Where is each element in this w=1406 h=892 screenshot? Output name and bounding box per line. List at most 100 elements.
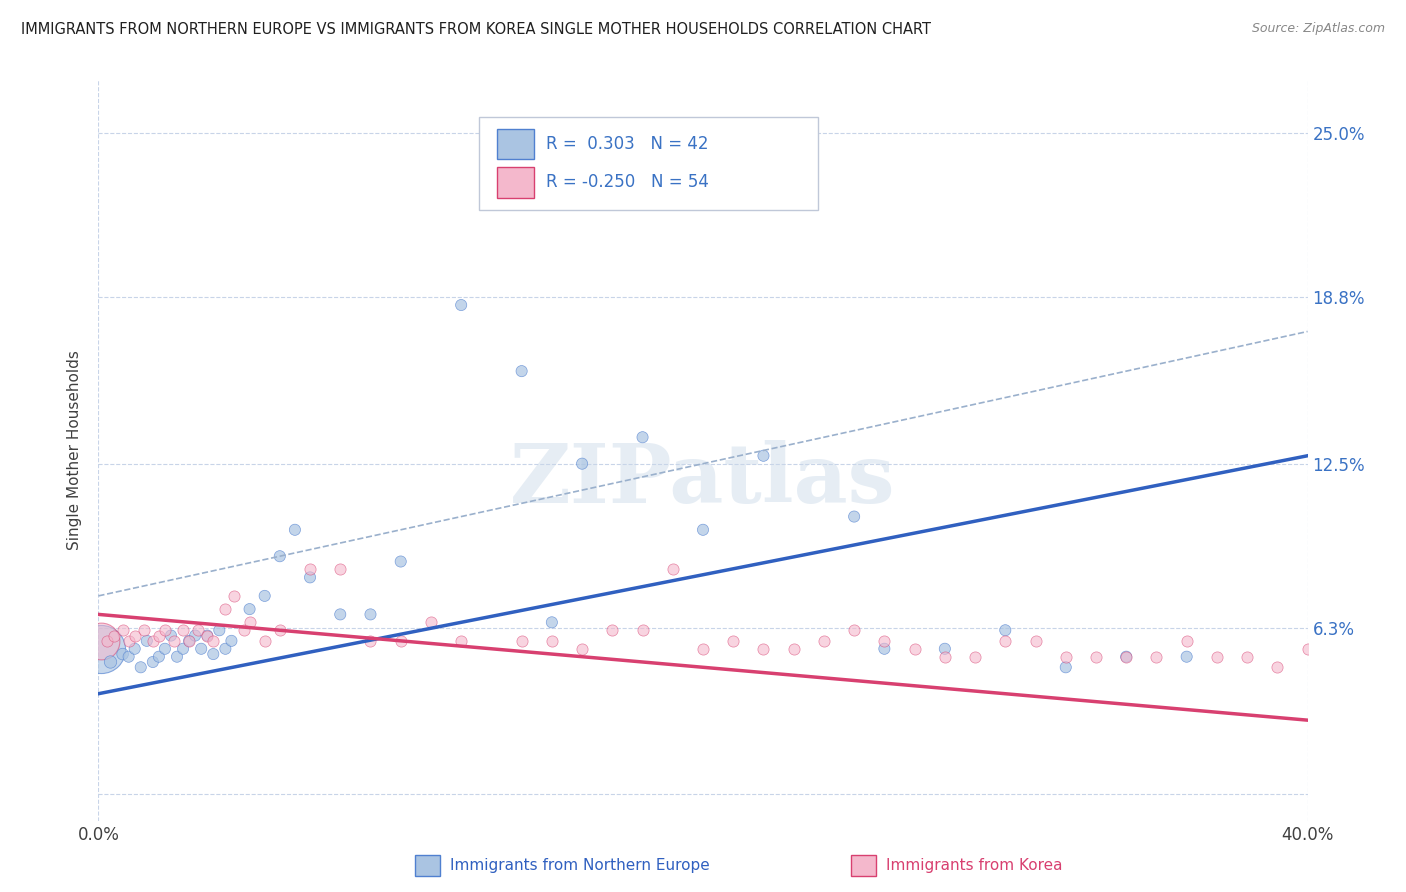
Point	[135, 633, 157, 648]
Point	[1175, 649, 1198, 664]
Point	[153, 624, 176, 638]
Point	[299, 562, 322, 576]
Point	[540, 615, 562, 630]
Point	[571, 457, 593, 471]
Point	[142, 655, 165, 669]
Text: IMMIGRANTS FROM NORTHERN EUROPE VS IMMIGRANTS FROM KOREA SINGLE MOTHER HOUSEHOLD: IMMIGRANTS FROM NORTHERN EUROPE VS IMMIG…	[21, 22, 931, 37]
Point	[844, 624, 866, 638]
Point	[1115, 649, 1137, 664]
Point	[602, 624, 624, 638]
Point	[269, 549, 291, 564]
Text: R = -0.250   N = 54: R = -0.250 N = 54	[546, 173, 709, 191]
Point	[510, 364, 533, 378]
Point	[90, 633, 112, 648]
Point	[179, 633, 201, 648]
Point	[1144, 649, 1167, 664]
Y-axis label: Single Mother Households: Single Mother Households	[67, 351, 83, 550]
Point	[631, 624, 654, 638]
Point	[1296, 641, 1319, 656]
Text: Immigrants from Northern Europe: Immigrants from Northern Europe	[450, 858, 710, 872]
Point	[752, 449, 775, 463]
Point	[269, 624, 291, 638]
Point	[813, 633, 835, 648]
Point	[1175, 633, 1198, 648]
Point	[329, 607, 352, 622]
Point	[934, 649, 956, 664]
Text: ZIPatlas: ZIPatlas	[510, 440, 896, 520]
Point	[1024, 633, 1046, 648]
Point	[111, 624, 134, 638]
Point	[389, 633, 412, 648]
Point	[904, 641, 927, 656]
Point	[232, 624, 254, 638]
FancyBboxPatch shape	[498, 167, 534, 198]
Point	[723, 633, 745, 648]
Point	[103, 629, 125, 643]
Point	[111, 647, 134, 661]
FancyBboxPatch shape	[479, 118, 818, 210]
Point	[873, 641, 896, 656]
Point	[1054, 660, 1077, 674]
Point	[118, 633, 141, 648]
Point	[752, 641, 775, 656]
Point	[153, 641, 176, 656]
Point	[844, 509, 866, 524]
FancyBboxPatch shape	[498, 128, 534, 160]
Point	[90, 641, 112, 656]
Point	[202, 647, 225, 661]
Point	[1085, 649, 1108, 664]
Point	[873, 633, 896, 648]
Point	[160, 629, 183, 643]
Point	[148, 649, 170, 664]
Point	[118, 649, 141, 664]
Point	[1236, 649, 1258, 664]
Point	[1267, 660, 1289, 674]
Point	[163, 633, 186, 648]
Point	[148, 629, 170, 643]
Point	[284, 523, 307, 537]
Point	[239, 602, 262, 616]
Point	[129, 660, 152, 674]
Point	[631, 430, 654, 444]
Point	[221, 633, 243, 648]
Point	[195, 629, 218, 643]
Point	[184, 629, 207, 643]
Text: Immigrants from Korea: Immigrants from Korea	[886, 858, 1063, 872]
Point	[360, 607, 382, 622]
Point	[172, 641, 194, 656]
Point	[124, 629, 146, 643]
Point	[202, 633, 225, 648]
Point	[540, 633, 562, 648]
Point	[124, 641, 146, 656]
Point	[214, 602, 236, 616]
Point	[195, 629, 218, 643]
Point	[692, 523, 714, 537]
Point	[934, 641, 956, 656]
Point	[239, 615, 262, 630]
Point	[510, 633, 533, 648]
Point	[389, 555, 412, 569]
Point	[208, 624, 231, 638]
Point	[450, 633, 472, 648]
Point	[571, 641, 593, 656]
Point	[420, 615, 443, 630]
Point	[172, 624, 194, 638]
Point	[253, 589, 276, 603]
Point	[190, 641, 212, 656]
Text: R =  0.303   N = 42: R = 0.303 N = 42	[546, 135, 709, 153]
Point	[1115, 649, 1137, 664]
Text: Source: ZipAtlas.com: Source: ZipAtlas.com	[1251, 22, 1385, 36]
Point	[994, 633, 1017, 648]
Point	[965, 649, 987, 664]
Point	[132, 624, 155, 638]
Point	[253, 633, 276, 648]
Point	[142, 633, 165, 648]
Point	[329, 562, 352, 576]
Point	[214, 641, 236, 656]
Point	[299, 570, 322, 584]
Point	[1206, 649, 1229, 664]
Point	[360, 633, 382, 648]
Point	[179, 633, 201, 648]
Point	[166, 649, 188, 664]
Point	[661, 562, 683, 576]
